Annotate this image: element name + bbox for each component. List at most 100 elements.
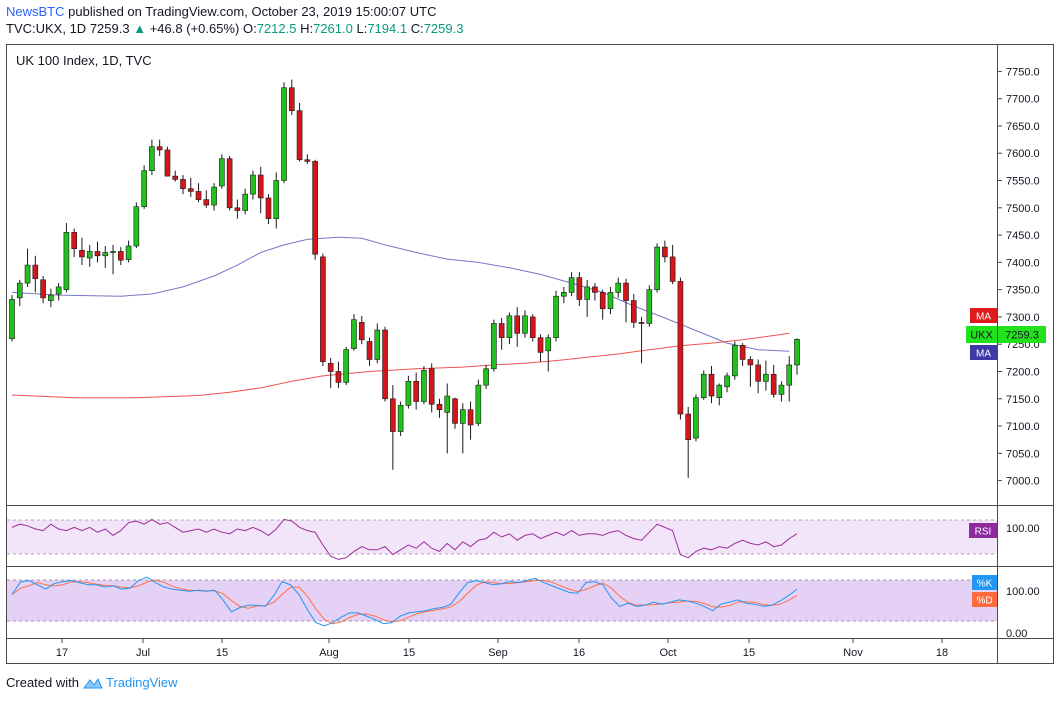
candle[interactable] [79,237,85,266]
candle[interactable] [615,277,622,298]
candle[interactable] [110,244,116,275]
candle[interactable] [289,79,295,116]
candle[interactable] [242,188,248,215]
candle[interactable] [654,243,660,293]
candle[interactable] [491,319,497,372]
candle[interactable] [405,375,412,409]
candle[interactable] [257,166,264,214]
candle[interactable] [118,247,124,266]
candle[interactable] [553,290,559,342]
candle[interactable] [475,379,482,427]
candle[interactable] [763,360,769,391]
candle[interactable] [444,383,451,454]
candle[interactable] [677,277,684,420]
candle[interactable] [638,316,645,364]
candle[interactable] [219,154,225,189]
candle[interactable] [755,359,761,394]
candle[interactable] [778,381,785,402]
candle[interactable] [149,139,155,176]
candle[interactable] [211,183,217,211]
time-axis[interactable]: 17 Jul 15 Aug 15 Sep 16 Oct 15 Nov 18 [56,638,948,659]
candle[interactable] [180,175,186,195]
candle[interactable] [561,286,567,304]
candle[interactable] [669,244,676,285]
candle[interactable] [739,343,746,367]
candle[interactable] [623,278,629,323]
candle[interactable] [71,228,77,257]
candle[interactable] [234,199,241,219]
candle[interactable] [125,240,132,263]
candle[interactable] [281,82,287,184]
candle[interactable] [545,334,552,372]
candle[interactable] [514,307,520,347]
candle[interactable] [343,346,350,386]
candle[interactable] [63,223,70,293]
candle[interactable] [576,272,583,307]
candle[interactable] [483,364,489,389]
candle[interactable] [646,285,653,327]
candle[interactable] [498,318,505,350]
candle[interactable] [102,245,109,268]
candle[interactable] [522,310,528,338]
candle-series[interactable] [9,79,800,478]
candle[interactable] [48,288,54,308]
candle[interactable] [265,194,272,225]
candle[interactable] [794,338,800,375]
candle[interactable] [537,334,544,362]
candle[interactable] [693,394,699,442]
candle[interactable] [770,364,777,398]
candle[interactable] [24,248,31,287]
candle[interactable] [187,177,194,197]
candle[interactable] [700,370,707,400]
candle[interactable] [304,154,311,165]
candle[interactable] [296,103,303,162]
candle[interactable] [529,314,536,342]
candle[interactable] [250,170,256,200]
candle[interactable] [172,170,179,182]
candle[interactable] [382,326,388,402]
candle[interactable] [55,283,62,301]
candle[interactable] [708,366,715,404]
candle[interactable] [397,401,404,436]
candle[interactable] [685,406,691,478]
candle[interactable] [141,165,147,209]
candle[interactable] [320,253,326,367]
candle[interactable] [312,159,318,260]
candle[interactable] [9,295,15,342]
candle[interactable] [32,255,39,293]
candle[interactable] [351,314,357,351]
candle[interactable] [335,361,342,388]
candle[interactable] [786,356,793,402]
candle[interactable] [607,286,614,315]
candle[interactable] [358,315,365,345]
candle[interactable] [203,190,210,208]
candle[interactable] [732,341,738,380]
candle[interactable] [40,276,46,304]
candle[interactable] [459,403,466,454]
candle[interactable] [86,244,93,267]
candle[interactable] [413,372,419,410]
author-name[interactable]: NewsBTC [6,4,65,19]
candle[interactable] [273,172,280,229]
candle[interactable] [506,312,513,345]
candle[interactable] [436,398,443,418]
candle[interactable] [584,279,590,317]
candle[interactable] [716,383,723,406]
candle[interactable] [195,183,202,203]
candle[interactable] [94,241,101,263]
candle[interactable] [630,294,637,328]
candle[interactable] [164,146,171,177]
candle[interactable] [16,279,23,307]
tradingview-brand-link[interactable]: TradingView [105,675,178,690]
candle[interactable] [724,372,730,393]
price-axis[interactable]: 7750.0 7700.0 7650.0 7600.0 7550.0 7500.0 7450… [997,66,1040,488]
candle[interactable] [421,366,427,405]
candle[interactable] [428,363,435,413]
candle[interactable] [226,155,233,211]
candle[interactable] [452,397,458,429]
candle[interactable] [592,283,598,301]
candle[interactable] [662,240,668,263]
candle[interactable] [599,289,606,320]
candle[interactable] [747,356,754,387]
